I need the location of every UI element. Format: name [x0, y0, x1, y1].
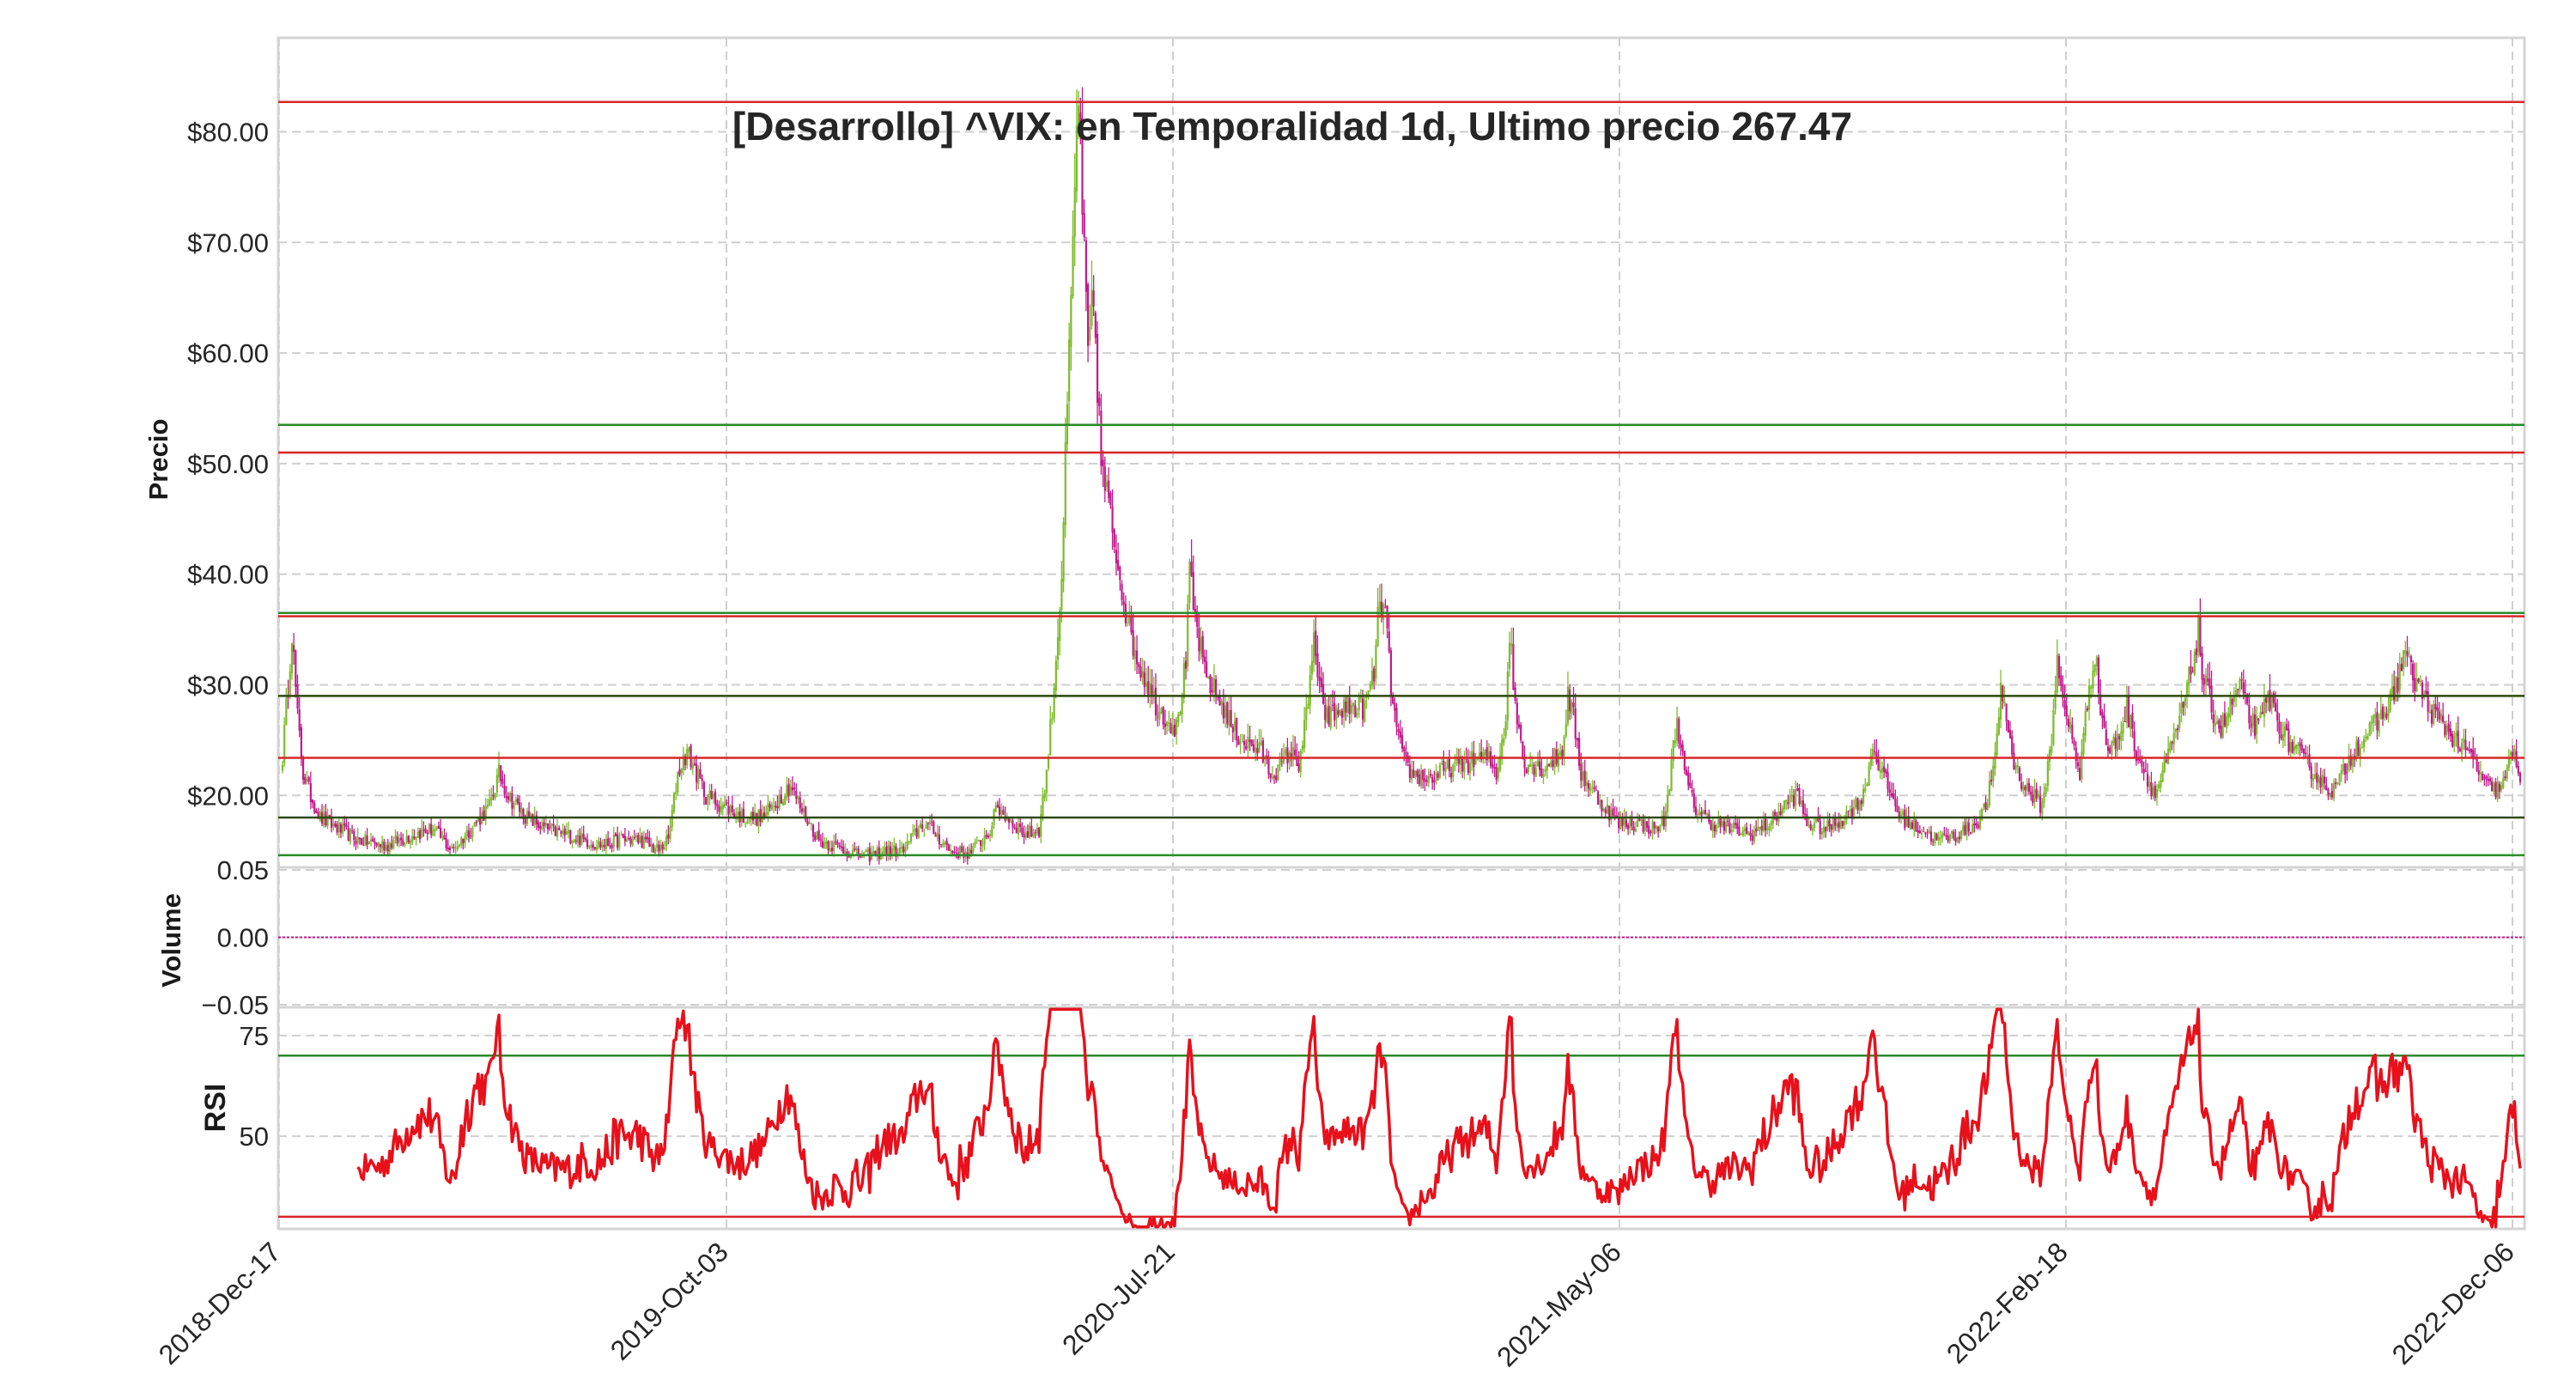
- price-y-tick-label: $80.00: [187, 117, 269, 147]
- y-tick-labels: $20.00 $30.00 $40.00 $50.00 $60.00 $70.00 $80.…: [187, 117, 269, 1152]
- rsi-axis-label: RSI: [199, 1084, 232, 1133]
- volume-y-tick-label: 0.05: [217, 855, 269, 885]
- price-y-tick-label: $20.00: [187, 781, 269, 811]
- price-grid: [278, 131, 2524, 797]
- volume-y-tick-label: −0.05: [202, 990, 269, 1020]
- rsi-panel: [276, 1006, 2526, 1231]
- price-y-tick-label: $70.00: [187, 228, 269, 258]
- rsi-y-tick-label: 50: [240, 1122, 269, 1152]
- price-y-tick-label: $50.00: [187, 449, 269, 479]
- rsi-y-tick-label: 75: [240, 1021, 269, 1051]
- volume-y-tick-label: 0.00: [217, 923, 269, 953]
- chart-title: [Desarrollo] ^VIX: en Temporalidad 1d, U…: [732, 104, 1852, 149]
- price-y-tick-label: $60.00: [187, 338, 269, 368]
- rsi-panel-frame: [276, 1006, 2526, 1231]
- support-resistance-lines: [278, 100, 2524, 857]
- volume-axis-label: Volume: [156, 893, 186, 988]
- price-y-tick-label: $30.00: [187, 670, 269, 700]
- rsi-line: [356, 1007, 2522, 1229]
- rsi-grid: [278, 1034, 2524, 1138]
- price-y-tick-label: $40.00: [187, 560, 269, 590]
- price-axis-label: Precio: [143, 419, 173, 501]
- price-panel: [276, 36, 2526, 869]
